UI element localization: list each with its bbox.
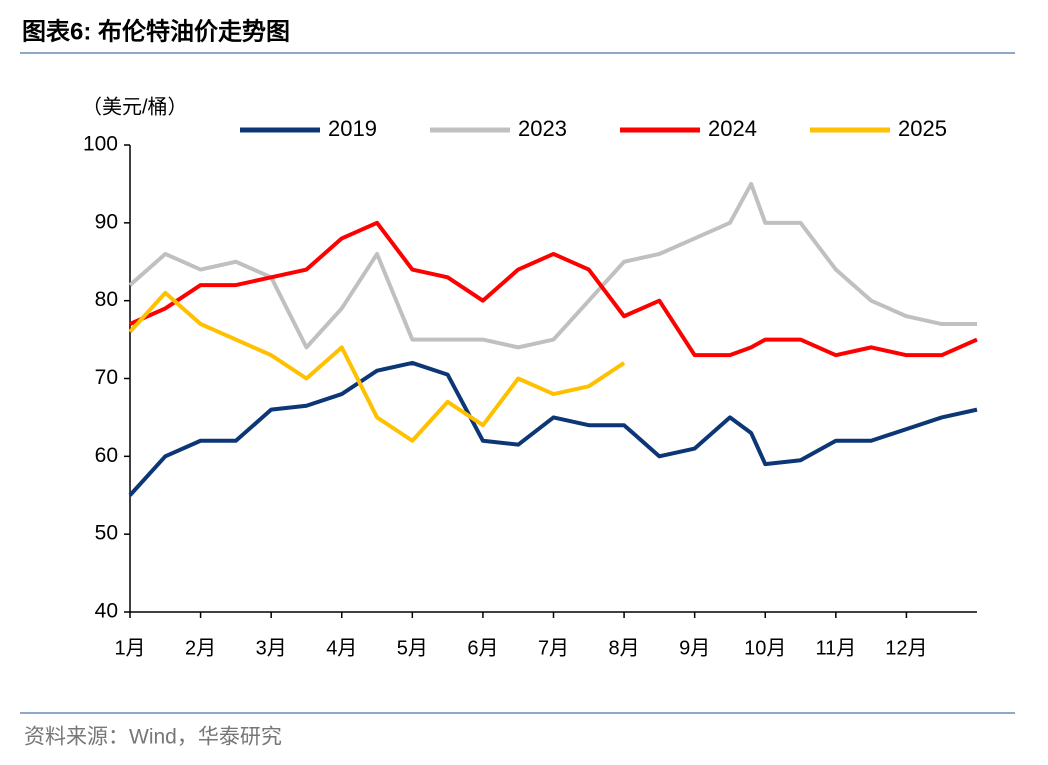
x-tick-label: 5月 bbox=[397, 637, 428, 659]
x-tick-label: 3月 bbox=[256, 637, 287, 659]
x-tick-label: 9月 bbox=[679, 637, 710, 659]
chart-title: 图表6: 布伦特油价走势图 bbox=[22, 17, 290, 45]
x-tick-label: 7月 bbox=[538, 637, 569, 659]
x-tick-label: 11月 bbox=[815, 637, 856, 659]
y-tick-label: 60 bbox=[95, 444, 118, 467]
y-tick-label: 90 bbox=[95, 210, 118, 233]
y-axis-label: （美元/桶） bbox=[82, 95, 188, 118]
x-tick-label: 2月 bbox=[185, 637, 216, 659]
legend-label: 2023 bbox=[518, 116, 567, 141]
x-tick-label: 10月 bbox=[744, 637, 786, 659]
y-tick-label: 80 bbox=[95, 288, 118, 311]
source: 资料来源：Wind，华泰研究 bbox=[24, 726, 282, 749]
x-tick-label: 12月 bbox=[885, 637, 927, 659]
y-tick-label: 40 bbox=[95, 600, 118, 623]
series-line bbox=[128, 181, 977, 350]
legend-label: 2019 bbox=[328, 116, 377, 141]
series-line bbox=[128, 360, 978, 497]
y-tick-label: 50 bbox=[95, 522, 118, 545]
series-line bbox=[129, 220, 978, 358]
x-tick-label: 1月 bbox=[114, 637, 145, 659]
y-tick-label: 100 bbox=[83, 133, 118, 156]
legend-label: 2025 bbox=[898, 116, 947, 141]
x-tick-label: 6月 bbox=[467, 637, 498, 659]
x-tick-label: 4月 bbox=[326, 637, 357, 659]
x-tick-label: 8月 bbox=[609, 637, 640, 659]
legend-label: 2024 bbox=[708, 116, 757, 141]
y-tick-label: 70 bbox=[95, 366, 118, 389]
series-line bbox=[128, 290, 626, 443]
